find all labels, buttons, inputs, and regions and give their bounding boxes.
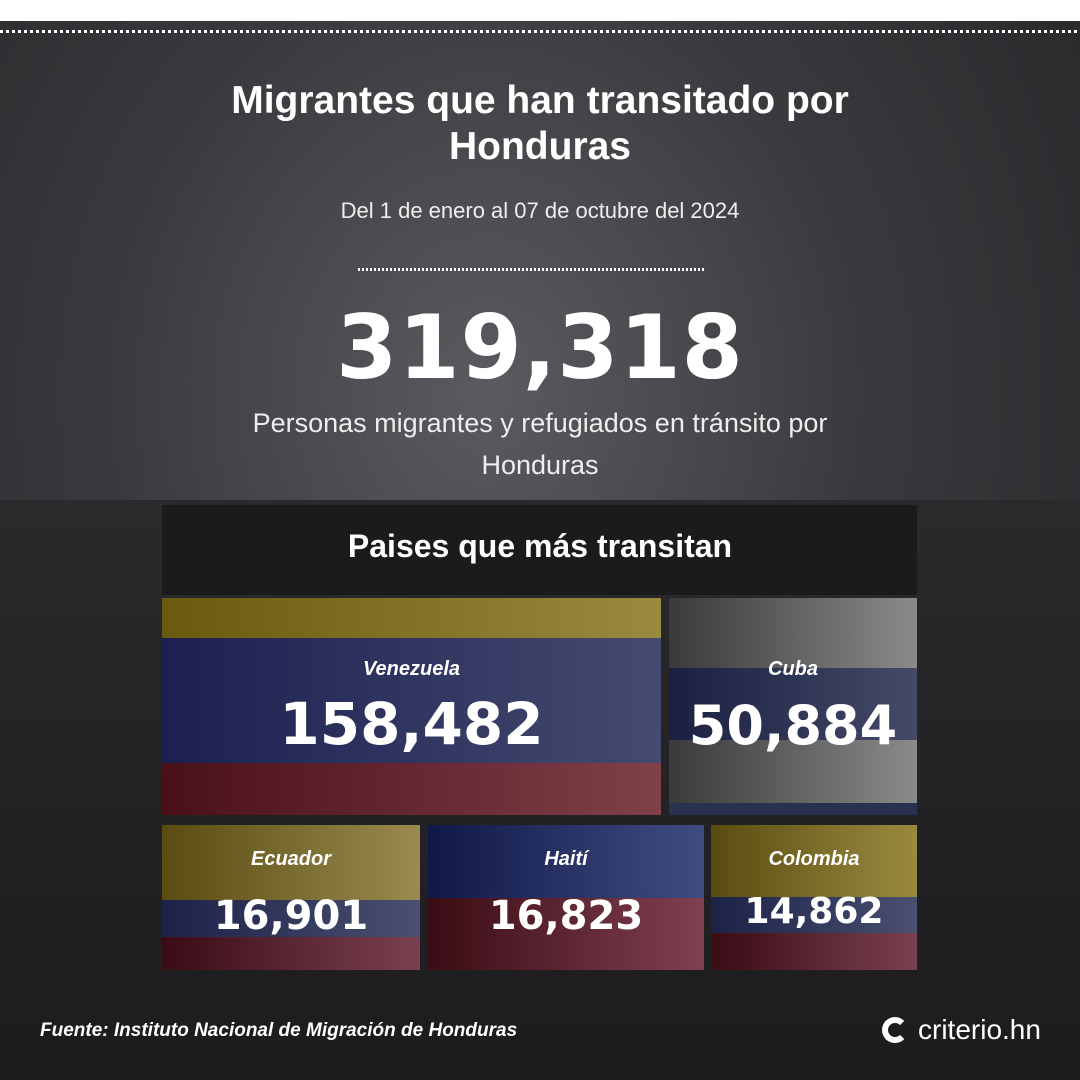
- brand-logo: criterio.hn: [882, 1014, 1041, 1046]
- brand-name: criterio.hn: [918, 1014, 1041, 1045]
- total-description: Personas migrantes y refugiados en tráns…: [252, 408, 828, 480]
- top-dotted-divider: [0, 30, 1080, 33]
- country-name: Cuba: [768, 658, 818, 680]
- country-value: 16,823: [488, 893, 644, 939]
- tile-venezuela: Venezuela 158,482: [162, 598, 661, 815]
- tile-ecuador: Ecuador 16,901: [162, 825, 420, 970]
- country-value: 14,862: [744, 891, 884, 932]
- dotted-separator: [358, 268, 704, 271]
- source-note: Fuente: Instituto Nacional de Migración …: [40, 1020, 518, 1041]
- section-title: Paises que más transitan: [347, 528, 733, 564]
- total-count: 319,318: [336, 296, 744, 399]
- criterio-logo-icon: [882, 1017, 908, 1043]
- tile-cuba: Cuba 50,884: [669, 598, 917, 815]
- country-name: Ecuador: [250, 848, 332, 870]
- tile-colombia: Colombia 14,862: [711, 825, 917, 970]
- country-value: 50,884: [688, 694, 898, 757]
- country-name: Venezuela: [362, 658, 461, 680]
- country-name: Colombia: [768, 848, 860, 870]
- date-range: Del 1 de enero al 07 de octubre del 2024: [340, 198, 740, 223]
- section-panel: [162, 505, 917, 595]
- tile-haiti: Haití 16,823: [428, 825, 704, 970]
- country-name: Haití: [544, 848, 588, 870]
- country-value: 158,482: [279, 690, 544, 758]
- page-title: Migrantes que han transitado por Hondura…: [231, 79, 849, 168]
- country-value: 16,901: [213, 893, 369, 939]
